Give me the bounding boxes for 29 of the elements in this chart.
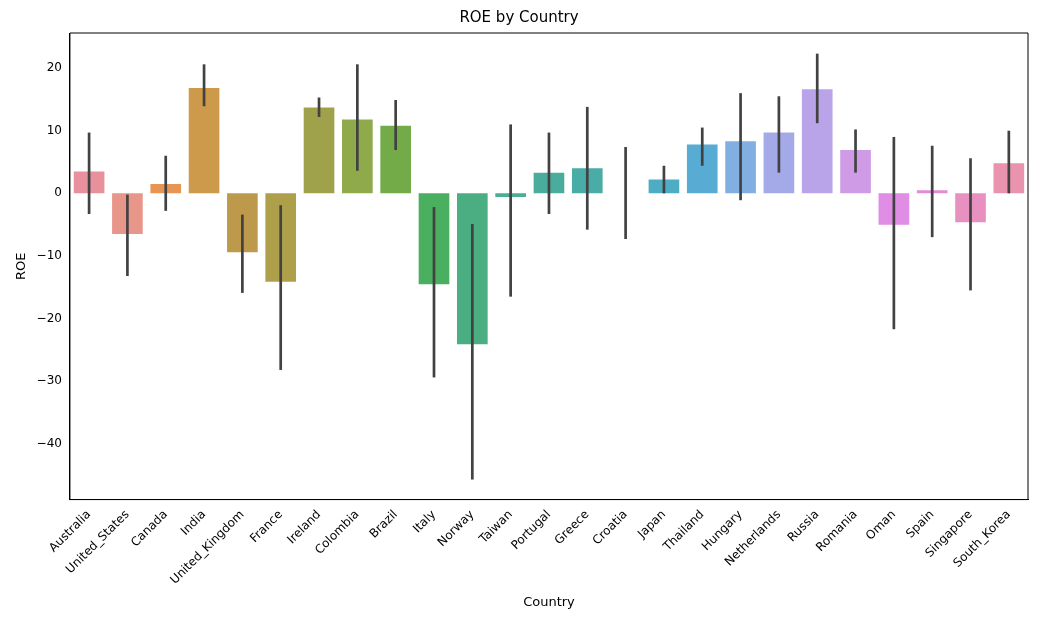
x-axis-title: Country [523, 593, 576, 609]
chart-title: ROE by Country [459, 7, 579, 26]
bar [418, 193, 450, 285]
bar [801, 89, 833, 194]
bar [840, 150, 871, 194]
bar [456, 193, 488, 345]
bar [112, 193, 143, 235]
y-tick-label: −30 [36, 373, 62, 388]
bar [763, 132, 795, 194]
bar [188, 88, 220, 194]
y-tick-label: 0 [54, 185, 62, 200]
bar [571, 168, 603, 194]
bar [380, 125, 411, 194]
bar [955, 193, 986, 223]
y-axis-title: ROE [13, 252, 29, 281]
bar [303, 107, 335, 194]
y-tick-label: 20 [46, 60, 62, 75]
bar [73, 171, 105, 194]
bar [878, 193, 910, 225]
y-tick-label: −20 [36, 310, 62, 325]
bar [495, 193, 526, 198]
bar [227, 193, 258, 253]
y-tick-label: −40 [36, 435, 62, 450]
bar [725, 141, 756, 194]
bar [342, 119, 373, 194]
bar [686, 144, 718, 194]
bar [265, 193, 297, 282]
y-tick-label: −10 [36, 248, 62, 263]
y-tick-label: 10 [46, 122, 62, 137]
